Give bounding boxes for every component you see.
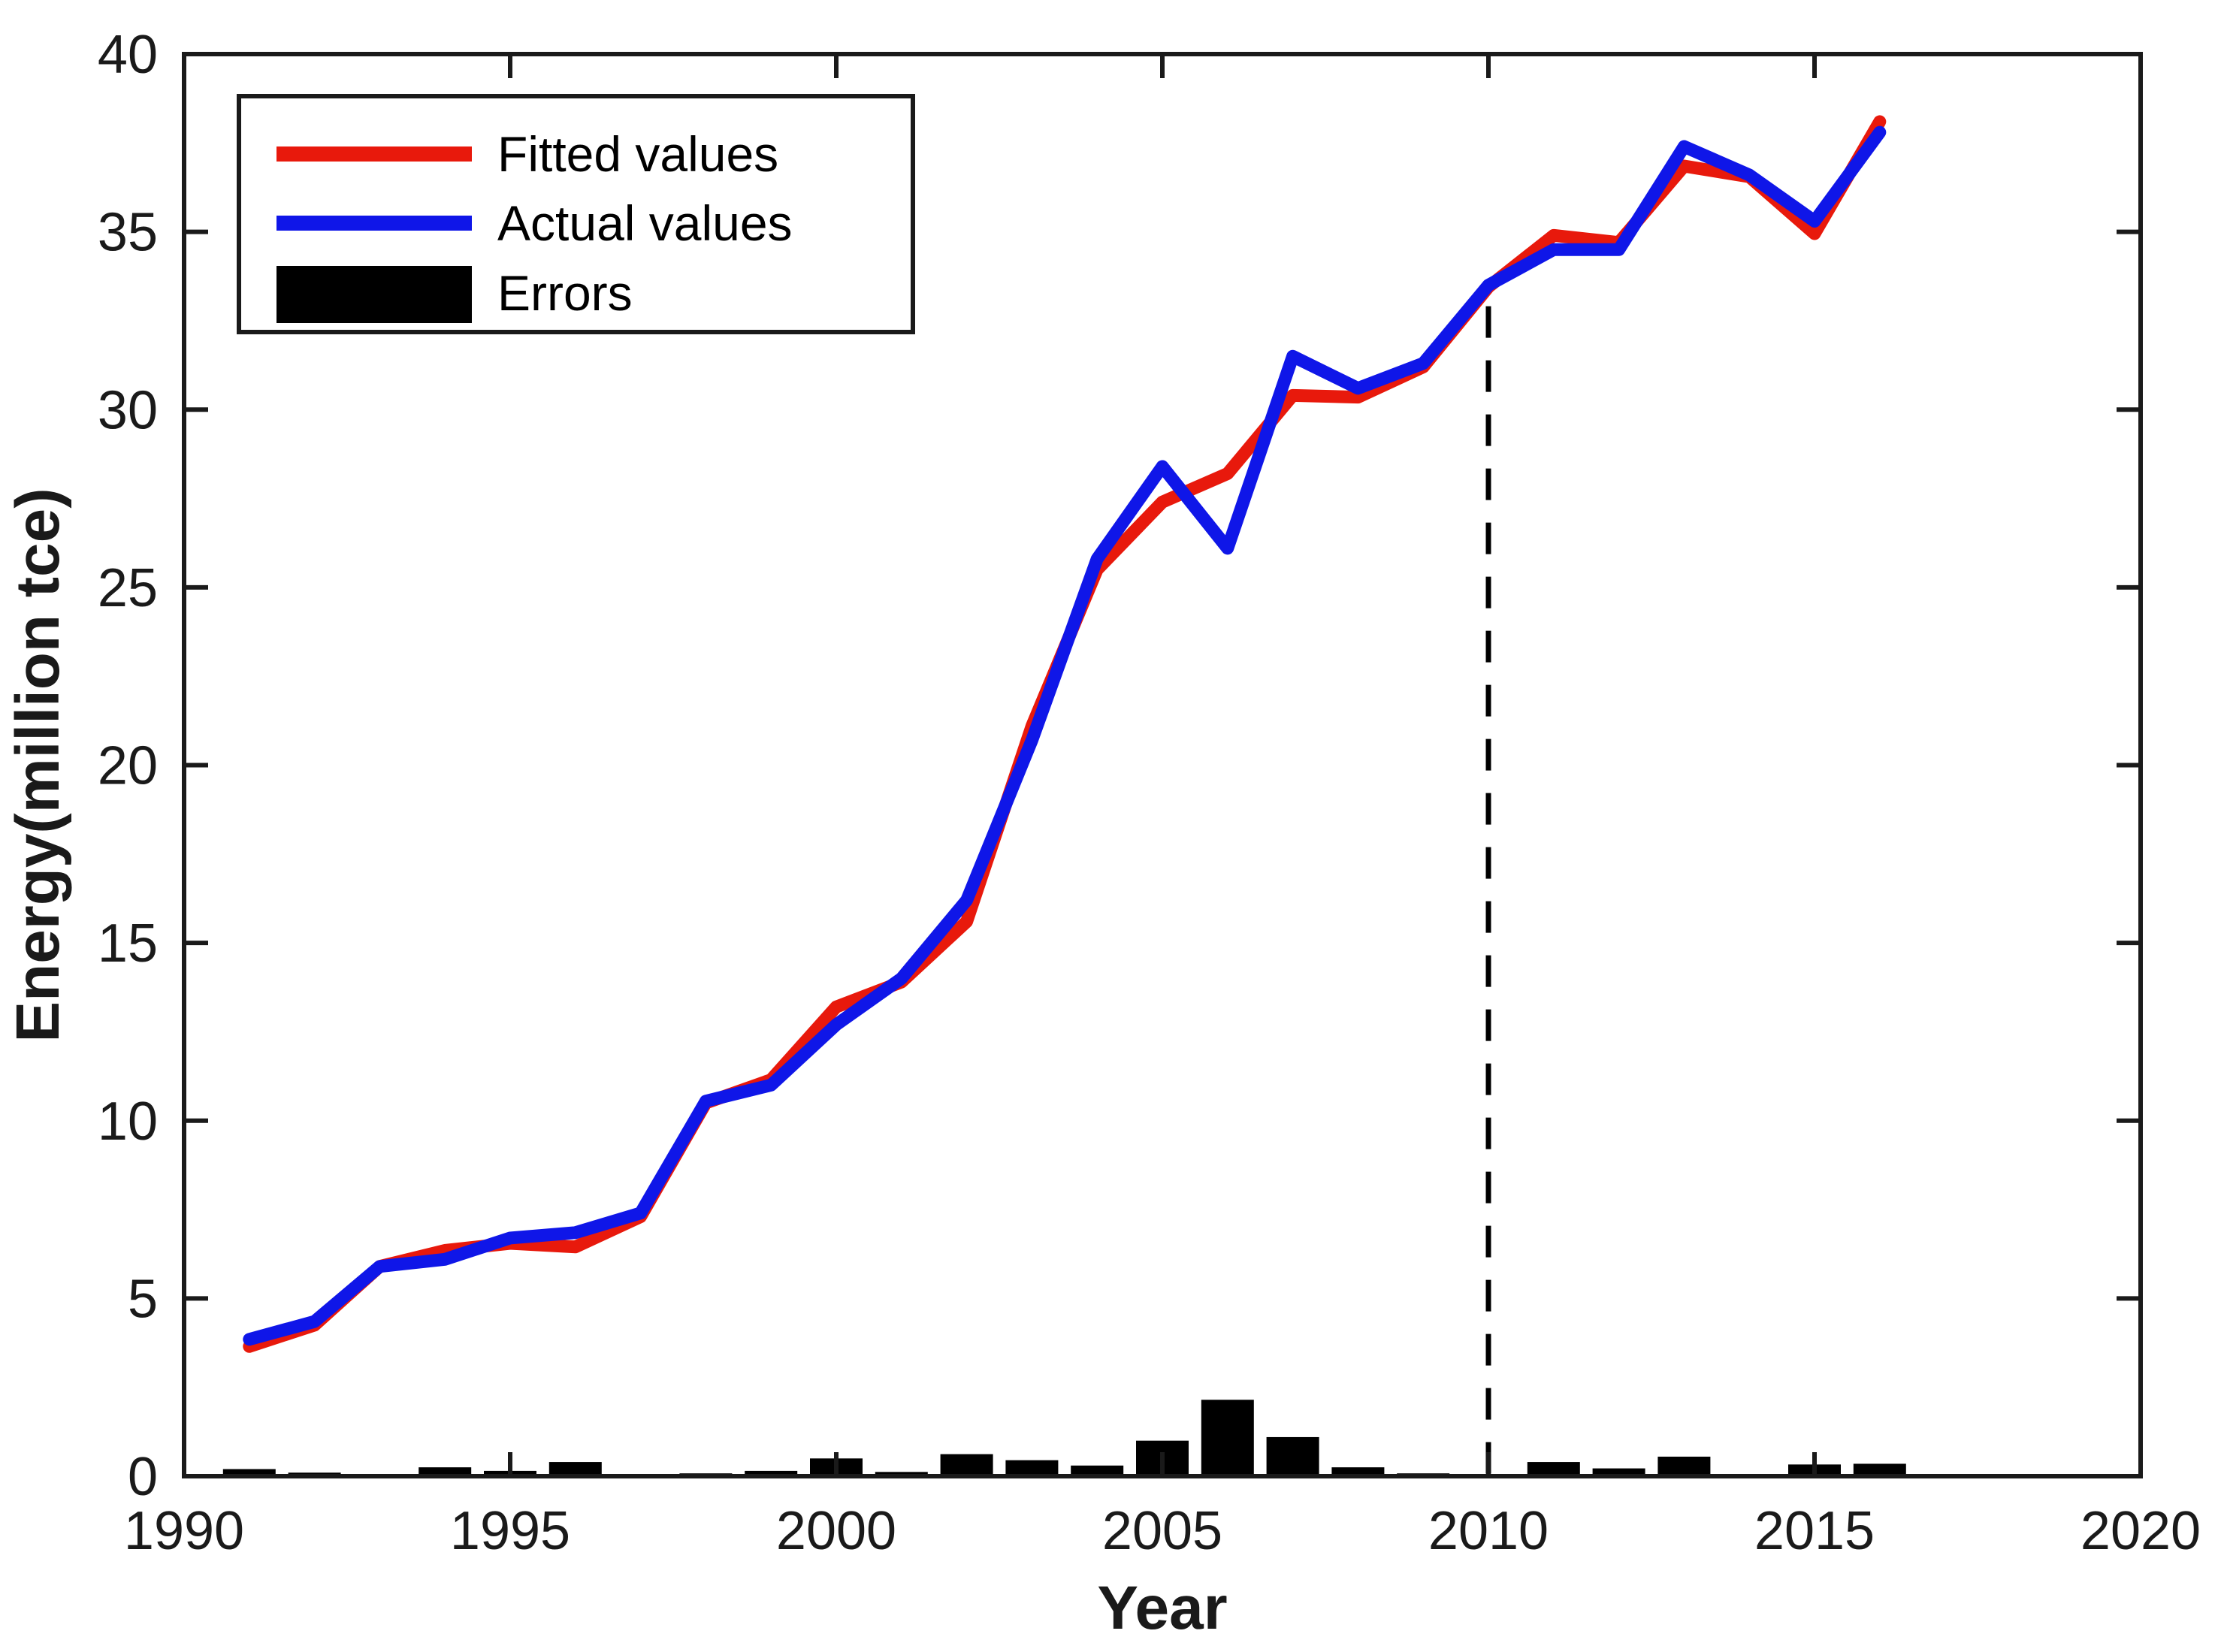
y-tick-label: 20: [98, 736, 158, 796]
actual-values-line: [243, 125, 1887, 1346]
x-tick-label: 2015: [1754, 1501, 1875, 1561]
y-tick-label: 15: [98, 914, 158, 974]
y-tick-label: 40: [98, 25, 158, 85]
y-axis-label: Energy(million tce): [4, 488, 72, 1042]
error-bar: [222, 1469, 276, 1476]
x-tick-label: 1990: [124, 1501, 244, 1561]
legend-label: Actual values: [497, 195, 793, 251]
y-tick-label: 0: [128, 1447, 158, 1507]
error-bar: [1266, 1436, 1319, 1476]
x-tick-label: 2020: [2080, 1501, 2201, 1561]
error-bar: [1592, 1468, 1645, 1476]
legend-swatch-errors: [276, 266, 472, 323]
x-axis-label: Year: [1097, 1574, 1227, 1642]
error-bar: [1005, 1460, 1059, 1476]
error-bar: [1853, 1463, 1906, 1476]
x-tick-label: 2000: [776, 1501, 896, 1561]
error-bar: [1527, 1462, 1580, 1476]
y-tick-label: 5: [128, 1269, 158, 1329]
y-tick-label: 10: [98, 1092, 158, 1152]
x-tick-label: 2010: [1428, 1501, 1549, 1561]
error-bar: [548, 1462, 602, 1476]
error-bar: [1657, 1456, 1711, 1476]
error-bar: [1331, 1467, 1385, 1476]
x-tick-label: 2005: [1102, 1501, 1222, 1561]
error-bar: [1071, 1465, 1124, 1476]
error-bar: [419, 1467, 472, 1476]
error-bar: [940, 1454, 993, 1476]
error-bar: [745, 1470, 798, 1476]
x-tick-label: 1995: [450, 1501, 570, 1561]
y-tick-label: 30: [98, 380, 158, 440]
legend-label: Errors: [497, 265, 633, 321]
y-tick-label: 35: [98, 203, 158, 263]
legend-label: Fitted values: [497, 126, 778, 182]
y-tick-label: 25: [98, 558, 158, 618]
error-bar: [1201, 1400, 1254, 1476]
